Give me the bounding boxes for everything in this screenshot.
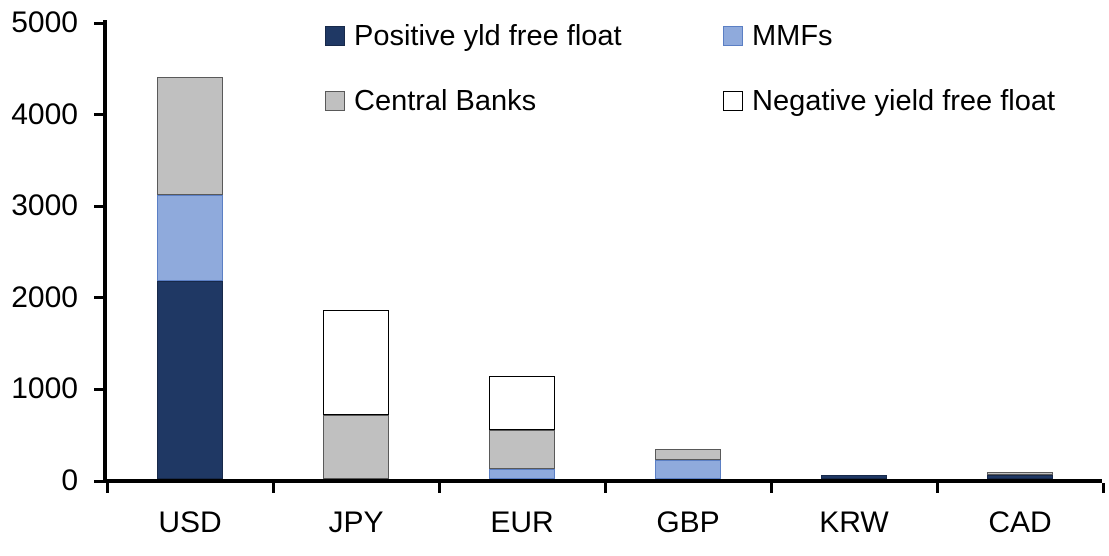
y-axis-tick-label: 3000: [11, 189, 78, 223]
legend-label: Central Banks: [354, 85, 537, 117]
y-axis-tick: [94, 296, 104, 300]
chart-legend: Positive yld free float MMFs Central Banks…: [0, 0, 1109, 130]
bar-segment-jpy-series3: [323, 309, 389, 415]
x-axis-tick: [271, 483, 275, 493]
bar-segment-jpy-series2: [323, 414, 389, 479]
legend-swatch-icon: [325, 91, 345, 111]
y-axis-tick: [94, 479, 104, 483]
bar-usd: [157, 76, 223, 479]
legend-item-series3: Negative yield free float: [723, 86, 1055, 116]
legend-item-series2: Central Banks: [325, 86, 536, 116]
x-axis-line: [103, 479, 1102, 483]
y-axis-tick-label: 5000: [11, 6, 78, 39]
legend-swatch-icon: [723, 91, 743, 111]
y-axis-tick-label: 1000: [11, 372, 78, 406]
bar-segment-gbp-series1: [655, 459, 721, 479]
legend-swatch-icon: [723, 26, 743, 46]
bar-cad: [987, 472, 1053, 479]
legend-item-series1: MMFs: [723, 21, 833, 51]
x-axis-label-usd: USD: [158, 506, 222, 539]
bar-segment-cad-series2: [987, 472, 1053, 475]
bar-segment-gbp-series2: [655, 448, 721, 460]
y-axis-line: [103, 20, 107, 483]
y-axis-tick: [94, 21, 104, 25]
legend-label: MMFs: [752, 20, 833, 52]
bar-krw: [821, 474, 887, 479]
y-axis-tick-label: 4000: [11, 97, 78, 131]
x-axis-tick: [437, 483, 441, 493]
x-axis-label-jpy: JPY: [328, 506, 384, 539]
x-axis-tick: [769, 483, 773, 493]
x-axis-tick: [603, 483, 607, 493]
bar-jpy: [323, 309, 389, 479]
legend-swatch-icon: [325, 26, 345, 46]
bar-segment-cad-series0: [987, 474, 1053, 479]
bar-gbp: [655, 448, 721, 479]
y-axis-tick: [94, 387, 104, 391]
bar-segment-eur-series1: [489, 468, 555, 479]
bar-segment-usd-series0: [157, 281, 223, 479]
x-axis-tick: [935, 483, 939, 493]
y-axis-tick-label: 0: [61, 464, 78, 497]
bar-segment-krw-series0: [821, 474, 887, 479]
x-axis-label-eur: EUR: [490, 506, 554, 539]
x-axis-tick: [105, 483, 109, 493]
bar-segment-usd-series1: [157, 195, 223, 282]
y-axis-tick: [94, 113, 104, 117]
y-axis-tick: [94, 204, 104, 208]
legend-item-series0: Positive yld free float: [325, 21, 622, 51]
bar-eur: [489, 376, 555, 479]
x-axis-label-cad: CAD: [988, 506, 1052, 539]
bar-segment-eur-series3: [489, 376, 555, 430]
y-axis-tick-label: 2000: [11, 280, 78, 314]
bar-segment-usd-series2: [157, 76, 223, 196]
x-axis-label-krw: KRW: [819, 506, 889, 539]
bar-segment-eur-series2: [489, 429, 555, 469]
legend-label: Negative yield free float: [752, 85, 1056, 117]
x-axis-label-gbp: GBP: [656, 506, 720, 539]
legend-label: Positive yld free float: [354, 20, 622, 52]
x-axis-tick: [1101, 483, 1105, 493]
